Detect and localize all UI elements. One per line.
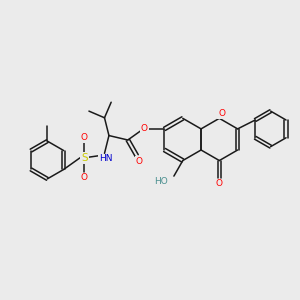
Text: O: O <box>216 179 223 188</box>
Text: S: S <box>81 153 88 163</box>
Text: O: O <box>218 110 225 118</box>
Text: O: O <box>135 157 142 166</box>
Text: O: O <box>141 124 148 134</box>
Text: HO: HO <box>154 177 168 186</box>
Text: O: O <box>81 173 88 182</box>
Text: O: O <box>81 133 88 142</box>
Text: HN: HN <box>99 154 112 164</box>
